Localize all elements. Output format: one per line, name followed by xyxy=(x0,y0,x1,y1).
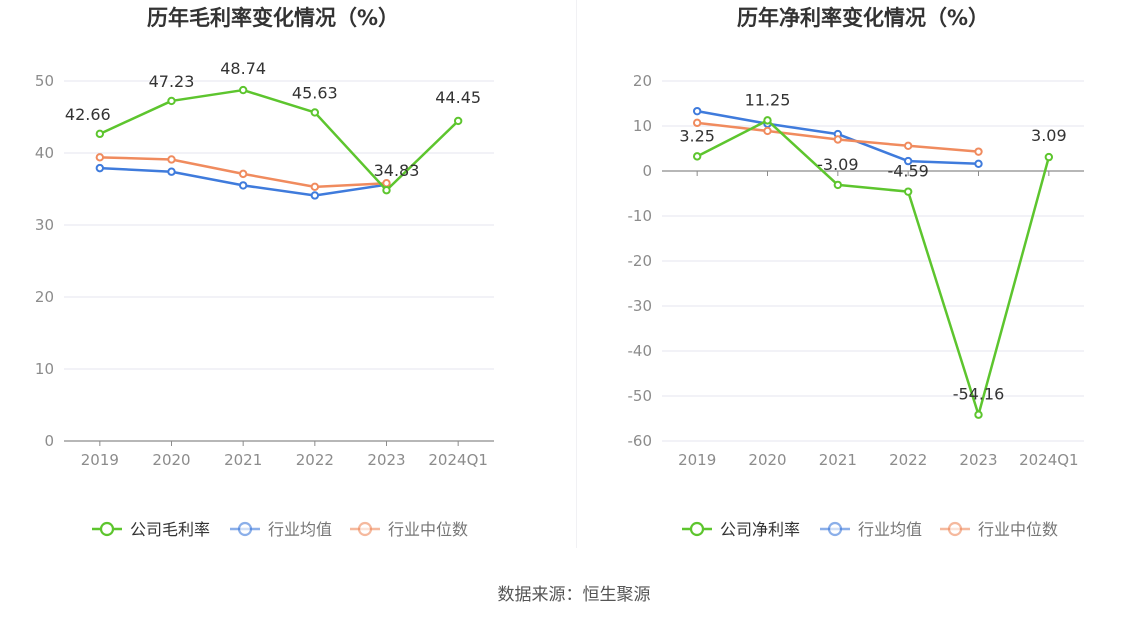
data-label: 42.66 xyxy=(65,105,111,124)
data-source-note: 数据来源：恒生聚源 xyxy=(497,585,651,605)
data-point xyxy=(692,106,702,116)
data-label: 47.23 xyxy=(149,72,195,91)
y-tick-label: -60 xyxy=(628,432,653,450)
y-tick-label: 20 xyxy=(633,72,652,90)
x-tick-label: 2022 xyxy=(889,451,927,469)
y-tick-label: 40 xyxy=(35,144,54,162)
data-point xyxy=(453,116,463,126)
legend-item: 公司毛利率 xyxy=(92,520,210,539)
x-tick-label: 2024Q1 xyxy=(428,451,488,469)
legend-item: 行业均值 xyxy=(820,520,922,539)
y-tick-label: 0 xyxy=(44,432,54,450)
data-point xyxy=(167,96,176,106)
data-point xyxy=(95,153,105,162)
data-point xyxy=(903,141,913,151)
legend-swatch-marker xyxy=(99,521,115,537)
data-point xyxy=(95,129,105,139)
legend-swatch-marker xyxy=(237,521,253,537)
data-point xyxy=(382,186,391,195)
chart-title: 历年净利率变化情况（%） xyxy=(737,6,989,30)
legend-item: 行业均值 xyxy=(230,520,332,539)
legend-label: 行业中位数 xyxy=(978,520,1058,539)
y-tick-label: 50 xyxy=(35,72,54,90)
legend-swatch-marker xyxy=(689,521,705,537)
legend-swatch-marker xyxy=(357,521,373,537)
series-line-公司毛利率 xyxy=(99,88,460,192)
legend-item: 行业中位数 xyxy=(350,520,468,539)
data-point xyxy=(310,191,320,200)
data-point xyxy=(833,180,843,190)
data-point xyxy=(903,187,913,196)
data-point xyxy=(95,163,105,173)
legend-label: 公司净利率 xyxy=(720,520,800,539)
data-point xyxy=(974,159,983,169)
data-label: -54.16 xyxy=(953,385,1005,404)
y-tick-label: -20 xyxy=(628,252,653,270)
x-tick-label: 2022 xyxy=(296,451,334,469)
legend-label: 行业均值 xyxy=(268,520,332,539)
x-tick-label: 2021 xyxy=(224,451,262,469)
legend-item: 公司净利率 xyxy=(682,520,800,539)
y-tick-label: 30 xyxy=(35,216,54,234)
data-point xyxy=(833,135,843,144)
data-point xyxy=(903,156,913,166)
legend-label: 行业中位数 xyxy=(388,520,468,539)
data-point xyxy=(238,181,248,190)
x-tick-label: 2021 xyxy=(819,451,857,469)
y-tick-label: -10 xyxy=(628,207,653,225)
data-point xyxy=(692,118,702,128)
data-label: -3.09 xyxy=(817,155,858,174)
y-tick-label: 20 xyxy=(35,288,54,306)
data-point xyxy=(238,85,248,95)
y-tick-label: -40 xyxy=(628,342,653,360)
x-tick-label: 2020 xyxy=(748,451,786,469)
data-point xyxy=(692,152,702,161)
series-line-公司净利率 xyxy=(696,119,1051,416)
legend-label: 公司毛利率 xyxy=(130,520,210,539)
y-tick-label: 10 xyxy=(35,360,54,378)
data-point xyxy=(974,147,983,156)
data-label: 11.25 xyxy=(745,90,791,109)
data-point xyxy=(763,126,772,136)
y-tick-label: -30 xyxy=(628,297,653,315)
data-point xyxy=(974,410,983,419)
x-tick-label: 2019 xyxy=(678,451,716,469)
legend-swatch-marker xyxy=(947,521,963,537)
data-point xyxy=(763,116,772,125)
data-point xyxy=(167,167,176,176)
data-label: 3.25 xyxy=(679,126,715,145)
legend-label: 行业均值 xyxy=(858,520,922,539)
y-tick-label: 0 xyxy=(642,162,652,180)
data-label: 48.74 xyxy=(220,59,266,78)
legend-swatch-marker xyxy=(827,521,843,537)
data-point xyxy=(167,155,176,164)
chart-panel-1: 历年毛利率变化情况（%） 0 10 20 30 40 50 2019 2020 2021 2022 2… xyxy=(35,6,494,539)
data-point xyxy=(310,182,320,192)
data-label: -4.59 xyxy=(887,162,928,181)
chart-panel-2: 历年净利率变化情况（%） -60 -50 -40 -30 -20 -10 0 10 20 2019 2… xyxy=(628,6,1084,539)
x-tick-label: 2023 xyxy=(959,451,997,469)
x-tick-label: 2024Q1 xyxy=(1019,451,1079,469)
data-point xyxy=(310,108,320,117)
data-label: 44.45 xyxy=(435,88,481,107)
y-tick-label: -50 xyxy=(628,387,653,405)
x-tick-label: 2019 xyxy=(81,451,119,469)
x-tick-label: 2023 xyxy=(367,451,405,469)
data-point xyxy=(238,169,248,179)
data-point xyxy=(1044,152,1054,162)
legend-item: 行业中位数 xyxy=(940,520,1058,539)
x-tick-label: 2020 xyxy=(152,451,190,469)
data-point xyxy=(382,179,391,188)
y-tick-label: 10 xyxy=(633,117,652,135)
data-label: 34.83 xyxy=(374,161,420,180)
data-label: 3.09 xyxy=(1031,126,1067,145)
chart-title: 历年毛利率变化情况（%） xyxy=(147,6,399,30)
data-label: 45.63 xyxy=(292,83,338,102)
panel-divider xyxy=(576,0,577,548)
